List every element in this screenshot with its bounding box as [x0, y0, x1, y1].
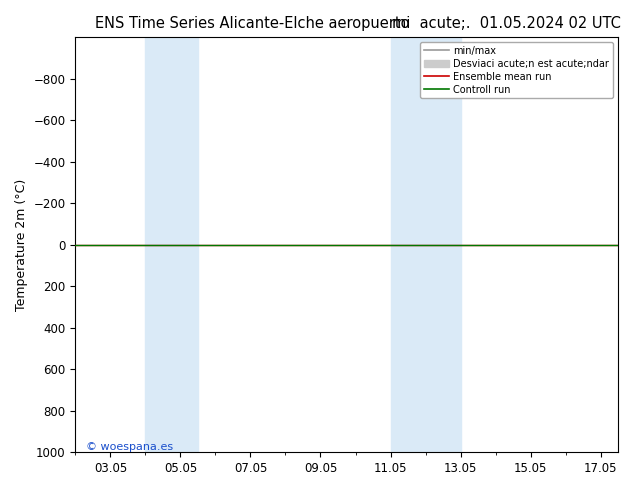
Text: © woespana.es: © woespana.es: [86, 442, 173, 452]
Text: ENS Time Series Alicante-Elche aeropuerto: ENS Time Series Alicante-Elche aeropuert…: [95, 16, 410, 31]
Text: mi  acute;.  01.05.2024 02 UTC: mi acute;. 01.05.2024 02 UTC: [392, 16, 621, 31]
Legend: min/max, Desviaci acute;n est acute;ndar, Ensemble mean run, Controll run: min/max, Desviaci acute;n est acute;ndar…: [420, 42, 613, 98]
Bar: [391, 37, 460, 452]
Y-axis label: Temperature 2m (°C): Temperature 2m (°C): [15, 178, 28, 311]
Bar: [145, 37, 198, 452]
